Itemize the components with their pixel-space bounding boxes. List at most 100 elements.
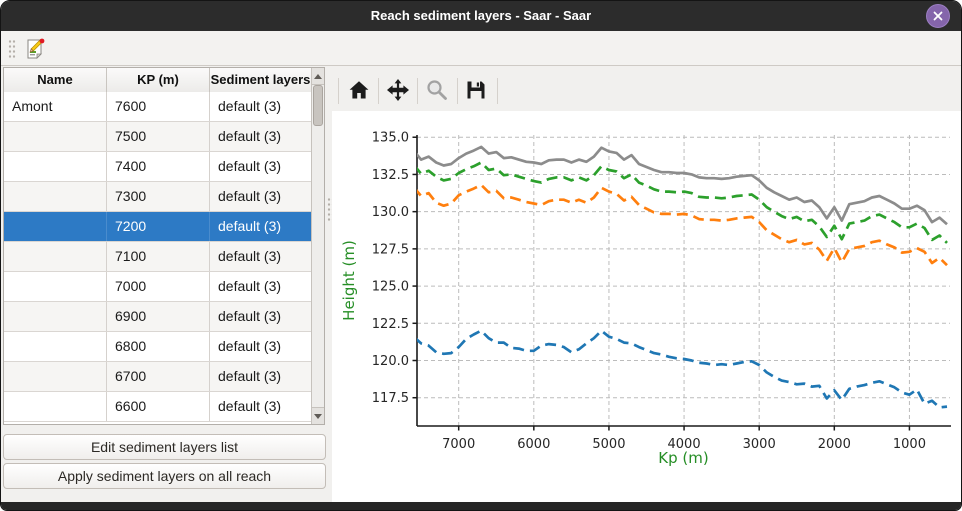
table-row[interactable]: 7000 default (3) [4,272,311,302]
sediment-layers-table: Name KP (m) Sediment layers Amont 7600 def… [3,67,325,425]
pane-splitter-handle[interactable] [327,197,332,221]
cell-name [4,152,107,181]
cell-name [4,302,107,331]
cell-layers: default (3) [218,218,282,234]
table-row[interactable]: 6700 default (3) [4,362,311,392]
cell-kp: 7000 [107,272,210,301]
toolbar-separator [378,78,379,104]
toolbar-separator [338,78,339,104]
cell-name: Amont [4,92,107,121]
x-tick-label: 6000 [517,437,550,452]
cell-name [4,212,107,241]
titlebar: Reach sediment layers - Saar - Saar [1,1,961,32]
cell-layers: default (3) [218,338,282,354]
table-scrollbar[interactable] [311,68,324,424]
edit-sediment-layers-list-button[interactable]: Edit sediment layers list [3,434,326,460]
apply-sediment-layers-button[interactable]: Apply sediment layers on all reach [3,463,326,489]
save-floppy-icon [467,81,485,99]
triangle-up-icon [314,73,322,79]
series-reach-bottom [417,329,948,409]
figure-canvas[interactable]: 7000 6000 5000 4000 3000 2000 1000 135.0 132.5 13… [332,111,961,502]
cell-layers: default (3) [218,128,282,144]
home-button[interactable] [344,75,374,105]
cell-name [4,272,107,301]
cell-layers: default (3) [218,188,282,204]
y-tick-label: 130.0 [372,205,409,220]
zoom-button[interactable] [422,75,452,105]
edit-sediment-layers-tool-button[interactable] [21,35,49,62]
y-tick-label: 122.5 [372,317,409,332]
table-row[interactable]: 6600 default (3) [4,392,311,422]
cell-layers: default (3) [218,308,282,324]
table-body: Amont 7600 default (3) 7500 default (3) 7400 d… [4,92,311,422]
x-axis-label: Kp (m) [658,449,708,467]
x-tick-label: 1000 [893,437,926,452]
x-tick-label: 3000 [743,437,776,452]
table-row[interactable]: 6800 default (3) [4,332,311,362]
x-tick-label: 5000 [592,437,625,452]
cell-layers: default (3) [218,248,282,264]
cell-kp: 6700 [107,362,210,391]
y-tick-label: 127.5 [372,242,409,257]
cell-kp: 7200 [107,212,210,241]
cell-kp: 7600 [107,92,210,121]
y-tick-label: 120.0 [372,354,409,369]
scrollbar-up-button[interactable] [312,68,324,85]
x-tick-label: 4000 [668,437,701,452]
table-row[interactable]: 7400 default (3) [4,152,311,182]
window-bottom-edge [1,502,961,510]
close-button[interactable] [926,4,950,28]
y-tick-label: 125.0 [372,280,409,295]
cell-name [4,182,107,211]
table-row[interactable]: Amont 7600 default (3) [4,92,311,122]
toolbar-drag-handle[interactable] [8,39,16,59]
table-row[interactable]: 6900 default (3) [4,302,311,332]
cell-kp: 7500 [107,122,210,151]
series-sediment-layer-3 [417,183,948,267]
cell-layers: default (3) [218,368,282,384]
table-row[interactable]: 7300 default (3) [4,182,311,212]
cell-name [4,122,107,151]
cell-kp: 6900 [107,302,210,331]
scrollbar-thumb[interactable] [313,85,323,126]
save-button[interactable] [461,75,491,105]
cell-layers: default (3) [218,398,282,414]
x-tick-label: 2000 [818,437,851,452]
scrollbar-down-button[interactable] [312,407,324,424]
series-sediment-layer-top [417,145,948,226]
close-icon [933,11,943,21]
toolbar-separator [457,78,458,104]
series-sediment-layer-2 [417,161,948,244]
y-tick-label: 117.5 [372,391,409,406]
y-tick-label: 132.5 [372,168,409,183]
cell-kp: 7400 [107,152,210,181]
cell-name [4,332,107,361]
toolbar-separator [417,78,418,104]
table-row[interactable]: 7200 default (3) [4,212,311,242]
y-axis-label: Height (m) [340,240,358,321]
x-tick-label: 7000 [442,437,475,452]
column-header-name[interactable]: Name [4,68,107,92]
cell-name [4,362,107,391]
cell-layers: default (3) [218,98,282,114]
cell-layers: default (3) [218,278,282,294]
pan-move-icon [387,79,409,101]
column-header-sediment-layers[interactable]: Sediment layers [210,72,311,87]
cell-kp: 6800 [107,332,210,361]
table-header: Name KP (m) Sediment layers [4,68,311,93]
cell-kp: 7300 [107,182,210,211]
cell-name [4,392,107,421]
profile-chart: 7000 6000 5000 4000 3000 2000 1000 135.0 132.5 13… [340,131,951,467]
magnifier-icon [427,80,447,100]
cell-name [4,242,107,271]
top-toolbar [1,31,961,66]
table-row[interactable]: 7500 default (3) [4,122,311,152]
cell-kp: 7100 [107,242,210,271]
y-tick-label: 135.0 [372,131,409,146]
edit-sediment-document-icon [27,38,45,59]
table-row[interactable]: 7100 default (3) [4,242,311,272]
pan-button[interactable] [383,75,413,105]
column-header-kp[interactable]: KP (m) [107,68,210,92]
toolbar-separator [497,78,498,104]
